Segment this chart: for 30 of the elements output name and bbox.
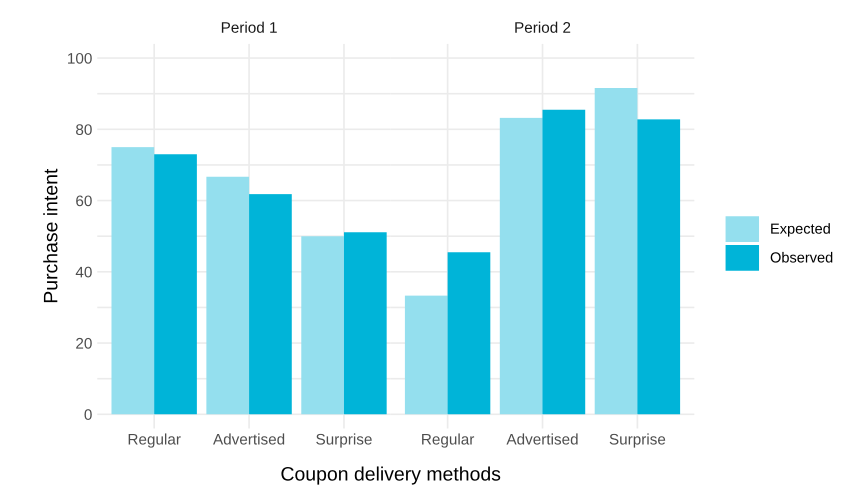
bar — [206, 176, 250, 414]
x-tick-label: Regular — [422, 433, 474, 448]
y-tick-label: 20 — [76, 338, 92, 349]
legend-label: Expected — [771, 223, 830, 237]
bar — [637, 119, 680, 414]
x-tick-label: Regular — [128, 433, 181, 448]
legend-label: Observed — [770, 252, 832, 263]
x-tick-label: Surprise — [610, 433, 666, 448]
bar — [594, 88, 638, 414]
bar — [344, 232, 387, 414]
bar — [154, 154, 197, 414]
y-tick-label: 80 — [76, 124, 92, 136]
bar — [448, 252, 490, 414]
bar — [111, 147, 154, 414]
x-tick-label: Advertised — [506, 433, 578, 445]
bar — [301, 236, 344, 414]
y-axis-title: Purchase intent — [43, 168, 58, 302]
bar — [404, 296, 448, 414]
chart-title: Period 1 — [222, 22, 277, 33]
x-tick-label: Advertised — [213, 433, 284, 445]
y-tick-label: 100 — [68, 52, 92, 64]
bar — [249, 194, 292, 414]
chart-title: Period 2 — [515, 22, 570, 33]
bar — [542, 110, 586, 414]
x-tick-label: Surprise — [316, 433, 372, 448]
y-tick-label: 40 — [76, 266, 92, 278]
x-axis-title: Coupon delivery methods — [281, 466, 500, 485]
bar — [500, 118, 543, 414]
y-tick-label: 60 — [76, 195, 92, 206]
y-tick-label: 0 — [84, 409, 92, 420]
